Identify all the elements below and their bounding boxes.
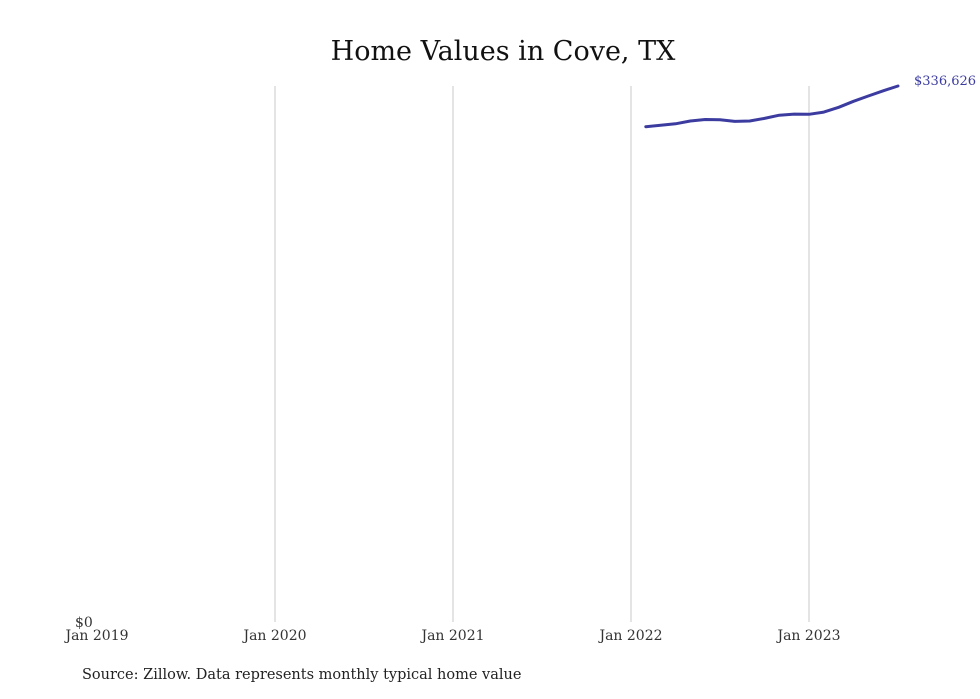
x-tick-label: Jan 2023 — [775, 628, 840, 644]
x-tick-label: Jan 2020 — [241, 628, 306, 644]
y-axis-ticks: $0 — [75, 615, 93, 631]
source-note: Source: Zillow. Data represents monthly … — [82, 667, 522, 683]
series-line — [644, 84, 900, 129]
x-axis-ticks: Jan 2019 Jan 2020 Jan 2021 Jan 2022 Jan 2023 — [63, 628, 840, 644]
x-tick-label: Jan 2019 — [63, 628, 128, 644]
y-tick-label: $0 — [75, 615, 93, 631]
x-tick-label: Jan 2022 — [597, 628, 662, 644]
line-chart: Home Values in Cove, TX Jan 2019 Jan 2020… — [63, 36, 976, 644]
chart-title: Home Values in Cove, TX — [331, 36, 676, 67]
end-value-label: $336,626 — [914, 74, 976, 89]
x-tick-label: Jan 2021 — [419, 628, 484, 644]
gridlines — [274, 86, 810, 622]
series-group: $336,626 — [644, 74, 976, 129]
